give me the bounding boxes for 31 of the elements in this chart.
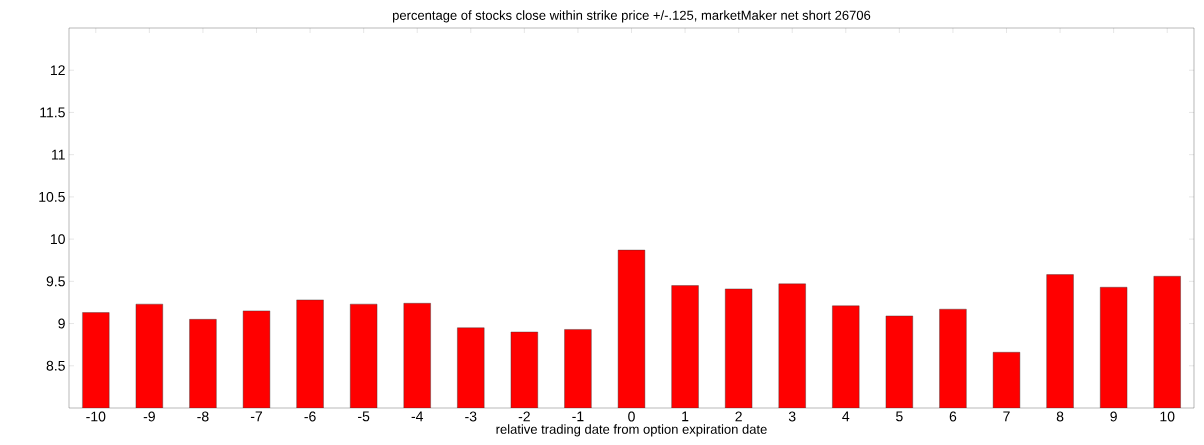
x-tick-label: -10 (86, 411, 106, 422)
chart-title: percentage of stocks close within strike price +/-.125, marketMaker net short 26706 (392, 10, 871, 23)
x-tick-label: -5 (358, 411, 370, 422)
x-tick-label: 9 (1110, 411, 1117, 422)
x-tick-label: 4 (842, 411, 850, 422)
x-tick-label: -9 (143, 411, 155, 422)
x-tick-label: 1 (682, 411, 689, 422)
x-tick-label: 2 (735, 411, 742, 422)
x-tick-label: -6 (304, 411, 316, 422)
y-tick-label: 8.5 (46, 360, 65, 371)
x-tick-label: 10 (1160, 411, 1175, 422)
x-tick-label: -1 (572, 411, 584, 422)
y-tick-label: 10 (50, 234, 65, 245)
x-axis-title: relative trading date from option expiration date (496, 424, 767, 437)
x-tick-label: -2 (518, 411, 530, 422)
x-tick-label: -3 (465, 411, 477, 422)
y-tick-label: 11.5 (40, 107, 65, 118)
y-tick-label: 9 (58, 318, 65, 329)
x-tick-label: -8 (197, 411, 209, 422)
x-tick-label: 0 (628, 411, 635, 422)
y-tick-label: 9.5 (46, 276, 65, 287)
y-tick-label: 11 (52, 149, 65, 160)
x-tick-label: -7 (250, 411, 263, 422)
y-tick-label: 12 (50, 65, 65, 76)
x-tick-label: 6 (949, 411, 957, 422)
x-tick-label: 8 (1056, 411, 1064, 422)
x-tick-label: 7 (1003, 411, 1010, 422)
x-tick-label: -4 (411, 411, 424, 422)
x-tick-label: 5 (896, 411, 903, 422)
y-tick-label: 10.5 (39, 191, 65, 202)
x-tick-label: 3 (788, 411, 796, 422)
